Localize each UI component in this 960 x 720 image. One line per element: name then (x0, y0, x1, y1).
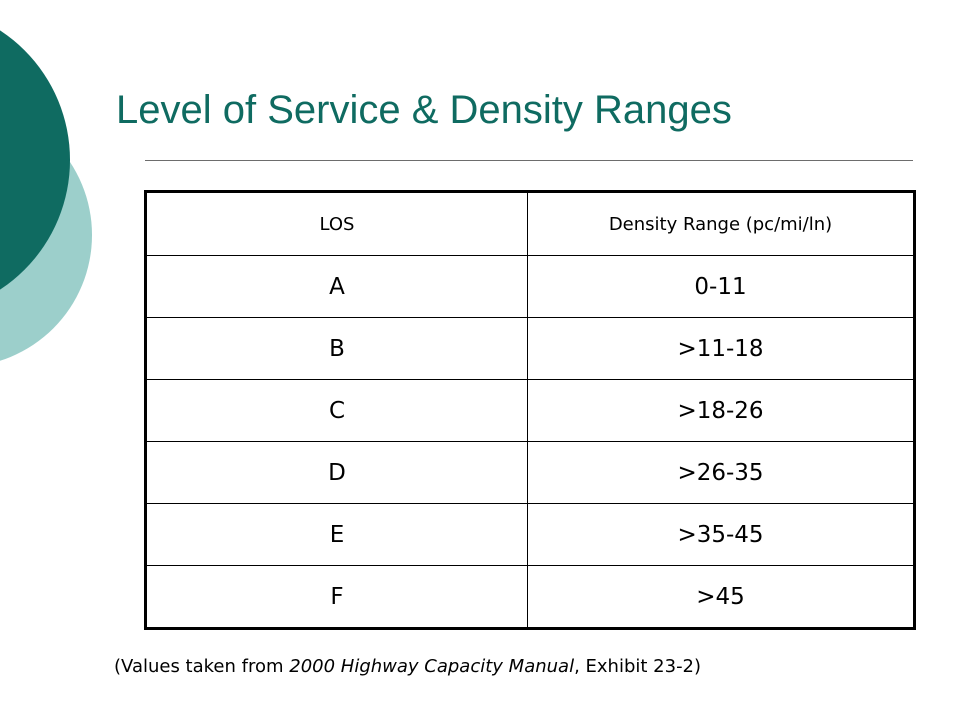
density-cell: >18-26 (527, 379, 915, 442)
dark-teal-circle (0, 30, 70, 290)
table-row: D >26-35 (145, 441, 915, 504)
density-cell: 0-11 (527, 255, 915, 318)
table-row: E >35-45 (145, 503, 915, 566)
table-row: F >45 (145, 565, 915, 629)
header-density-range: Density Range (pc/mi/ln) (527, 191, 915, 256)
los-cell: A (145, 255, 528, 318)
header-los: LOS (145, 191, 528, 256)
los-cell: C (145, 379, 528, 442)
los-density-table: LOS Density Range (pc/mi/ln) A 0-11 B >1… (144, 190, 916, 630)
density-cell: >45 (527, 565, 915, 629)
title-divider (145, 160, 913, 161)
table-row: B >11-18 (145, 317, 915, 380)
table-row: C >18-26 (145, 379, 915, 442)
los-cell: B (145, 317, 528, 380)
source-caption: (Values taken from 2000 Highway Capacity… (114, 656, 701, 677)
table-row: A 0-11 (145, 255, 915, 318)
caption-prefix: (Values taken from (114, 656, 290, 677)
table-header-row: LOS Density Range (pc/mi/ln) (145, 191, 915, 256)
density-cell: >11-18 (527, 317, 915, 380)
los-cell: E (145, 503, 528, 566)
los-cell: D (145, 441, 528, 504)
caption-source-title: 2000 Highway Capacity Manual (289, 656, 575, 677)
decorative-circles (0, 30, 92, 361)
slide-title: Level of Service & Density Ranges (116, 88, 732, 132)
density-cell: >35-45 (527, 503, 915, 566)
los-cell: F (145, 565, 528, 629)
density-cell: >26-35 (527, 441, 915, 504)
caption-suffix: , Exhibit 23-2) (574, 656, 702, 677)
